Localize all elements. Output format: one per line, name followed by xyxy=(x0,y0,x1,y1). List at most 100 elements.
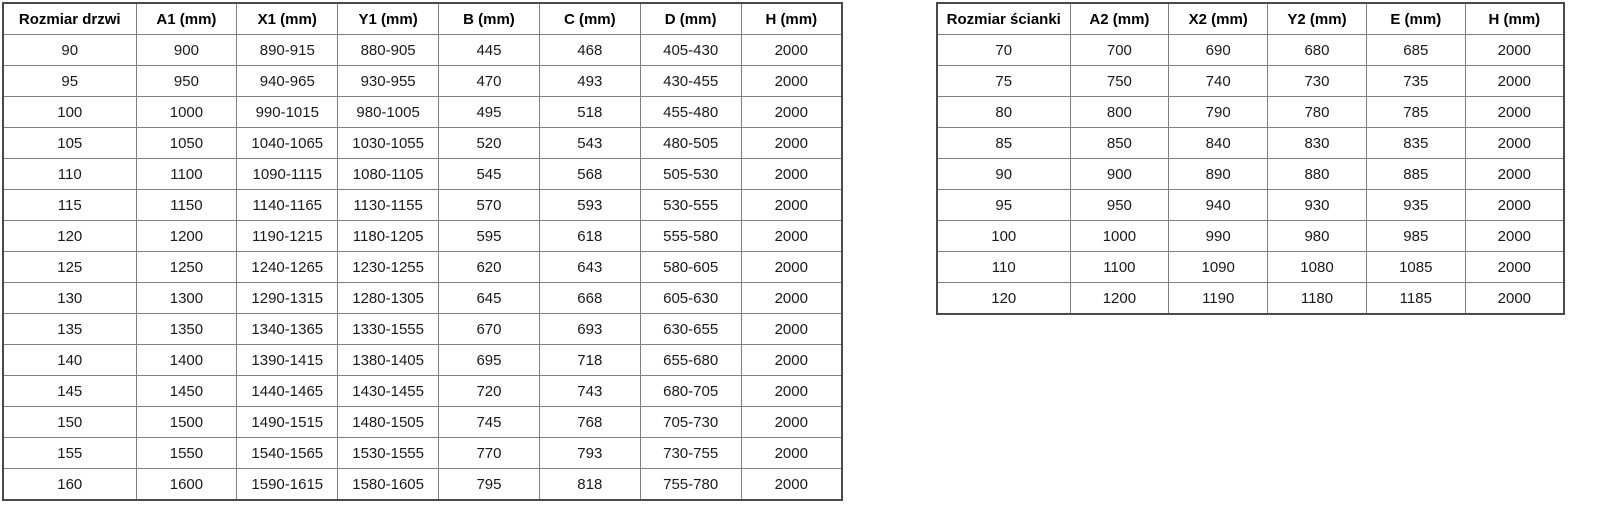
table-row: 160 1600 1590-1615 1580-1605 795 818 755-780 20… xyxy=(2,468,843,501)
table-cell: 720 xyxy=(438,375,540,407)
table-cell: 543 xyxy=(538,127,641,159)
table-row: 155 1550 1540-1565 1530-1555 770 793 730-755 20… xyxy=(2,437,843,469)
table-cell: 110 xyxy=(936,251,1071,283)
table-cell: 985 xyxy=(1365,220,1466,252)
table-cell: 595 xyxy=(438,220,540,252)
table-cell: 670 xyxy=(438,313,540,345)
table-cell: 1090-1115 xyxy=(236,158,339,190)
table-cell: 980 xyxy=(1267,220,1367,252)
table-cell: 1100 xyxy=(135,158,238,190)
table-cell: 785 xyxy=(1365,96,1466,128)
column-header: C (mm) xyxy=(538,2,641,35)
table-cell: 1580-1605 xyxy=(337,468,440,501)
table-row: 135 1350 1340-1365 1330-1555 670 693 630-655 20… xyxy=(2,313,843,345)
table-cell: 1190-1215 xyxy=(236,220,339,252)
table-cell: 750 xyxy=(1069,65,1170,97)
table-cell: 780 xyxy=(1267,96,1367,128)
table-cell: 2000 xyxy=(740,96,843,128)
column-header: H (mm) xyxy=(740,2,843,35)
table-cell: 643 xyxy=(538,251,641,283)
table-cell: 2000 xyxy=(1464,34,1565,66)
table-cell: 2000 xyxy=(740,34,843,66)
table-cell: 130 xyxy=(2,282,137,314)
table-cell: 568 xyxy=(538,158,641,190)
table-cell: 2000 xyxy=(740,375,843,407)
table-cell: 705-730 xyxy=(639,406,742,438)
table-cell: 1340-1365 xyxy=(236,313,339,345)
table-cell: 940 xyxy=(1168,189,1269,221)
table-cell: 618 xyxy=(538,220,641,252)
table-cell: 840 xyxy=(1168,127,1269,159)
table-cell: 160 xyxy=(2,468,137,501)
table-cell: 1090 xyxy=(1168,251,1269,283)
column-header: X1 (mm) xyxy=(236,2,339,35)
table-cell: 818 xyxy=(538,468,641,501)
table-cell: 1300 xyxy=(135,282,238,314)
table-cell: 1290-1315 xyxy=(236,282,339,314)
table-cell: 1440-1465 xyxy=(236,375,339,407)
wall-sizes-table-body: 70 700 690 680 685 2000 75 750 740 730 735 2000 80 80… xyxy=(936,34,1565,315)
table-cell: 95 xyxy=(936,189,1071,221)
table-cell: 2000 xyxy=(1464,189,1565,221)
table-row: 115 1150 1140-1165 1130-1155 570 593 530-555 20… xyxy=(2,189,843,221)
table-row: 130 1300 1290-1315 1280-1305 645 668 605-630 20… xyxy=(2,282,843,314)
table-row: 150 1500 1490-1515 1480-1505 745 768 705-730 20… xyxy=(2,406,843,438)
table-cell: 605-630 xyxy=(639,282,742,314)
table-cell: 1085 xyxy=(1365,251,1466,283)
table-cell: 693 xyxy=(538,313,641,345)
table-cell: 1080 xyxy=(1267,251,1367,283)
table-cell: 935 xyxy=(1365,189,1466,221)
table-cell: 900 xyxy=(135,34,238,66)
door-sizes-table-body: 90 900 890-915 880-905 445 468 405-430 2000 95 95… xyxy=(2,34,843,501)
table-cell: 2000 xyxy=(740,127,843,159)
table-cell: 830 xyxy=(1267,127,1367,159)
table-cell: 2000 xyxy=(740,437,843,469)
table-cell: 518 xyxy=(538,96,641,128)
table-cell: 655-680 xyxy=(639,344,742,376)
table-cell: 880 xyxy=(1267,158,1367,190)
table-cell: 1450 xyxy=(135,375,238,407)
table-cell: 2000 xyxy=(1464,127,1565,159)
table-cell: 1280-1305 xyxy=(337,282,440,314)
table-cell: 990 xyxy=(1168,220,1269,252)
table-cell: 140 xyxy=(2,344,137,376)
table-cell: 745 xyxy=(438,406,540,438)
table-row: 140 1400 1390-1415 1380-1405 695 718 655-680 20… xyxy=(2,344,843,376)
table-row: 100 1000 990-1015 980-1005 495 518 455-480 2000 xyxy=(2,96,843,128)
table-cell: 100 xyxy=(936,220,1071,252)
wall-sizes-table: Rozmiar ścianki A2 (mm) X2 (mm) Y2 (mm) E (m… xyxy=(936,2,1565,315)
column-header: X2 (mm) xyxy=(1168,2,1269,35)
table-cell: 1330-1555 xyxy=(337,313,440,345)
table-cell: 2000 xyxy=(1464,220,1565,252)
table-cell: 110 xyxy=(2,158,137,190)
table-cell: 90 xyxy=(936,158,1071,190)
table-row: 100 1000 990 980 985 2000 xyxy=(936,220,1565,252)
column-header: E (mm) xyxy=(1365,2,1466,35)
column-header: Y1 (mm) xyxy=(337,2,440,35)
table-cell: 80 xyxy=(936,96,1071,128)
table-cell: 1540-1565 xyxy=(236,437,339,469)
column-header: H (mm) xyxy=(1464,2,1565,35)
table-cell: 2000 xyxy=(740,313,843,345)
table-cell: 900 xyxy=(1069,158,1170,190)
table-cell: 480-505 xyxy=(639,127,742,159)
table-cell: 890 xyxy=(1168,158,1269,190)
table-cell: 2000 xyxy=(1464,251,1565,283)
table-cell: 795 xyxy=(438,468,540,501)
table-row: 120 1200 1190-1215 1180-1205 595 618 555-580 20… xyxy=(2,220,843,252)
table-cell: 680-705 xyxy=(639,375,742,407)
table-cell: 685 xyxy=(1365,34,1466,66)
table-cell: 850 xyxy=(1069,127,1170,159)
table-row: 95 950 940 930 935 2000 xyxy=(936,189,1565,221)
table-cell: 90 xyxy=(2,34,137,66)
table-cell: 2000 xyxy=(740,282,843,314)
header-row: Rozmiar ścianki A2 (mm) X2 (mm) Y2 (mm) E (m… xyxy=(936,2,1565,35)
table-cell: 1200 xyxy=(1069,282,1170,315)
table-cell: 70 xyxy=(936,34,1071,66)
table-row: 70 700 690 680 685 2000 xyxy=(936,34,1565,66)
table-cell: 135 xyxy=(2,313,137,345)
table-cell: 793 xyxy=(538,437,641,469)
table-cell: 1500 xyxy=(135,406,238,438)
table-cell: 940-965 xyxy=(236,65,339,97)
